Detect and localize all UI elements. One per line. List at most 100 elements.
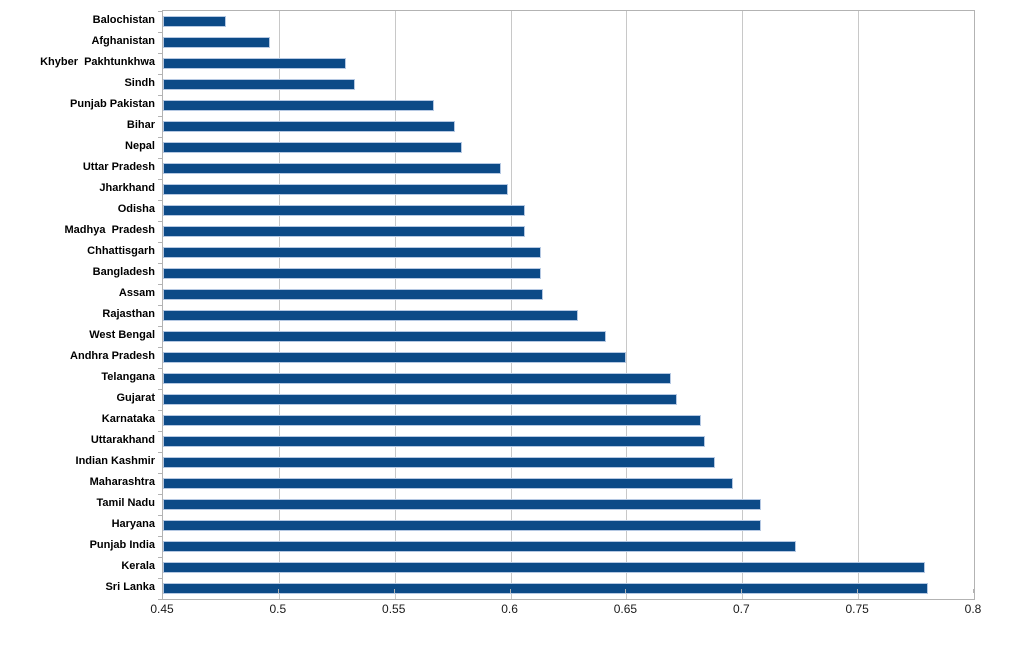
y-axis-tick: [158, 389, 162, 390]
x-axis-tick: [973, 589, 974, 593]
x-axis-tick: [162, 589, 163, 593]
y-axis-tick: [158, 284, 162, 285]
category-label: Punjab Pakistan: [70, 98, 155, 110]
y-axis-tick: [158, 263, 162, 264]
y-axis-tick: [158, 410, 162, 411]
bar-telangana: [163, 373, 671, 384]
y-axis-tick: [158, 557, 162, 558]
x-axis-tick: [625, 589, 627, 593]
x-axis-tick: [393, 589, 395, 593]
bar-madhya-pradesh: [163, 226, 525, 237]
category-label: Uttar Pradesh: [82, 161, 155, 173]
bar-andhra-pradesh: [163, 352, 627, 363]
bar-assam: [163, 289, 543, 300]
y-axis-tick: [158, 200, 162, 201]
category-label: Haryana: [111, 518, 155, 530]
bar-punjab-pakistan: [163, 100, 435, 111]
x-tick-label: 0.55: [382, 602, 406, 616]
y-axis-tick: [158, 515, 162, 516]
y-axis-tick: [158, 242, 162, 243]
category-label: Bihar: [126, 119, 155, 131]
x-tick-label: 0.45: [150, 602, 174, 616]
category-label: Tamil Nadu: [96, 497, 155, 509]
bar-odisha: [163, 205, 525, 216]
gridline: [278, 11, 280, 599]
category-label: Andhra Pradesh: [70, 350, 155, 362]
category-label: Punjab India: [89, 539, 155, 551]
bar-karnataka: [163, 415, 701, 426]
bar-gujarat: [163, 394, 678, 405]
bar-balochistan: [163, 16, 226, 27]
category-label: Assam: [118, 287, 155, 299]
gridline: [626, 11, 628, 599]
y-axis-tick: [158, 578, 162, 579]
y-axis-tick: [158, 221, 162, 222]
bar-rajasthan: [163, 310, 578, 321]
y-axis-tick: [158, 452, 162, 453]
y-axis-tick: [158, 599, 162, 600]
bar-tamil-nadu: [163, 499, 761, 510]
category-label: Indian Kashmir: [75, 455, 155, 467]
bar-bihar: [163, 121, 455, 132]
category-label: Balochistan: [92, 14, 155, 26]
x-tick-label: 0.5: [269, 602, 287, 616]
x-tick-label: 0.65: [613, 602, 638, 616]
y-axis-tick: [158, 116, 162, 117]
y-axis-tick: [158, 431, 162, 432]
category-label: Nepal: [125, 140, 155, 152]
y-axis-tick: [158, 494, 162, 495]
bar-haryana: [163, 520, 761, 531]
bar-maharashtra: [163, 478, 733, 489]
x-axis-tick: [741, 589, 743, 593]
category-label: Bangladesh: [92, 266, 155, 278]
category-label: Karnataka: [101, 413, 155, 425]
plot-area: [158, 10, 975, 600]
gridline: [394, 11, 396, 599]
category-label: West Bengal: [89, 329, 155, 341]
category-label: Rajasthan: [102, 308, 155, 320]
y-axis-tick: [158, 95, 162, 96]
x-tick-label: 0.8: [964, 602, 982, 616]
y-axis-labels: Balochistan Afghanistan Khyber Pakhtunkhwa…: [0, 10, 155, 598]
bar-bangladesh: [163, 268, 541, 279]
category-label: Odisha: [117, 203, 155, 215]
y-axis-tick: [158, 158, 162, 159]
category-label: Maharashtra: [89, 476, 155, 488]
y-axis-tick: [158, 53, 162, 54]
bar-afghanistan: [163, 37, 270, 48]
category-label: Khyber Pakhtunkhwa: [40, 56, 155, 68]
category-label: Gujarat: [116, 392, 155, 404]
y-axis-tick: [158, 347, 162, 348]
category-label: Afghanistan: [91, 35, 155, 47]
category-label: Madhya Pradesh: [64, 224, 155, 236]
category-label: Sri Lanka: [105, 581, 155, 593]
y-axis-tick: [158, 473, 162, 474]
y-axis-tick: [158, 368, 162, 369]
bar-sri-lanka: [163, 583, 928, 594]
gridline: [510, 11, 512, 599]
gridline: [858, 11, 860, 599]
bar-nepal: [163, 142, 462, 153]
y-axis-tick: [158, 536, 162, 537]
category-label: Sindh: [124, 77, 155, 89]
bar-kerala: [163, 562, 926, 573]
category-label: Kerala: [121, 560, 155, 572]
y-axis-tick: [158, 326, 162, 327]
bar-west-bengal: [163, 331, 606, 342]
bar-sindh: [163, 79, 356, 90]
y-axis-tick: [158, 305, 162, 306]
x-axis-tick: [509, 589, 511, 593]
bar-uttarakhand: [163, 436, 706, 447]
bar-uttar-pradesh: [163, 163, 502, 174]
bar-indian-kashmir: [163, 457, 715, 468]
bar-khyber-pakhtunkhwa: [163, 58, 347, 69]
x-axis-tick: [857, 589, 859, 593]
category-label: Telangana: [101, 371, 155, 383]
category-label: Uttarakhand: [90, 434, 155, 446]
y-axis-tick: [158, 11, 162, 12]
x-axis-labels: 0.45 0.5 0.55 0.6 0.65 0.7 0.75 0.8: [150, 602, 981, 618]
bar-chhattisgarh: [163, 247, 541, 258]
x-tick-label: 0.75: [845, 602, 869, 616]
y-axis-tick: [158, 32, 162, 33]
